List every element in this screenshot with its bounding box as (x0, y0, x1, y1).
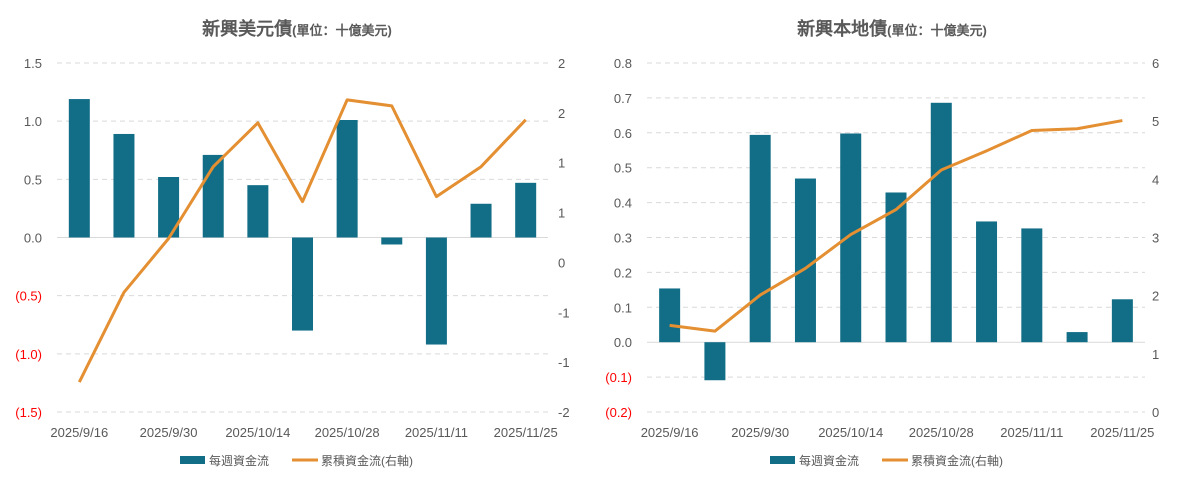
left-axis-tick-label: (1.0) (15, 347, 42, 362)
x-axis-tick-label: 2025/11/11 (405, 425, 468, 440)
bar-weekly-flow (930, 102, 952, 343)
bar-weekly-flow (292, 237, 313, 331)
right-axis-tick-label: 1 (1152, 347, 1159, 362)
bar-weekly-flow (336, 120, 358, 238)
bar-weekly-flow (1111, 299, 1133, 343)
right-axis-tick-label: -1 (558, 355, 570, 370)
bar-weekly-flow (158, 177, 180, 238)
x-axis-tick-label: 2025/10/28 (909, 425, 974, 440)
bar-weekly-flow (381, 237, 403, 245)
left-axis-tick-label: (0.2) (605, 405, 632, 420)
right-axis-tick-label: -2 (558, 405, 570, 420)
left-axis-tick-label: (0.1) (605, 370, 632, 385)
x-axis-tick-label: 2025/9/16 (50, 425, 108, 440)
x-axis-tick-label: 2025/10/14 (225, 425, 290, 440)
bar-weekly-flow (704, 342, 726, 381)
x-axis-tick-label: 2025/10/28 (315, 425, 380, 440)
left-axis-tick-label: 1.0 (24, 114, 42, 129)
bar-weekly-flow (425, 237, 447, 345)
em-usd-bond-chart: 新興美元債(單位：十億美元) 1.5 1.0 0.5 0.0 (0.5) (1.0) (1.5… (15, 18, 570, 468)
left-axis-tick-label: 0.0 (24, 231, 42, 246)
left-axis-tick-label: 0.5 (614, 161, 632, 176)
right-axis-tick-label: 2 (1152, 289, 1159, 304)
x-axis-tick-label: 2025/11/25 (494, 425, 558, 440)
right-axis-tick-label: 6 (1152, 56, 1159, 71)
bar-weekly-flow (470, 203, 492, 238)
bar-weekly-flow (68, 99, 90, 238)
chart-title-unit: (單位：十億美元) (887, 23, 987, 38)
x-axis-tick-label: 2025/9/30 (140, 425, 198, 440)
left-axis-tick-label: 0.8 (614, 56, 632, 71)
left-axis-tick-label: 0.6 (614, 126, 632, 141)
chart-title-main: 新興美元債 (202, 18, 292, 39)
chart-title-unit: (單位：十億美元) (292, 23, 392, 38)
right-axis-tick-label: 2 (558, 106, 565, 121)
left-axis-tick-label: 0.3 (614, 231, 632, 246)
chart-title: 新興美元債(單位：十億美元) (202, 18, 392, 39)
left-axis-tick-label: 0.7 (614, 91, 632, 106)
bar-weekly-flow (794, 178, 816, 343)
em-local-bond-chart: 新興本地債(單位：十億美元) 0.8 0.7 0.6 0.5 0.4 0.3 0.2 0.1 0.… (605, 18, 1159, 468)
left-axis-tick-label: (1.5) (15, 405, 42, 420)
right-axis-tick-label: 1 (558, 206, 565, 221)
left-axis-tick-label: 1.5 (24, 56, 42, 71)
bar-weekly-flow (749, 134, 771, 343)
left-axis-tick-label: 0.4 (614, 196, 632, 211)
chart-title: 新興本地債(單位：十億美元) (797, 18, 987, 39)
left-axis-tick-label: 0.0 (614, 335, 632, 350)
right-axis-tick-label: 2 (558, 56, 565, 71)
right-axis-tick-label: 3 (1152, 231, 1159, 246)
left-axis-tick-label: 0.2 (614, 265, 632, 280)
x-axis-tick-label: 2025/9/30 (731, 425, 789, 440)
left-axis-tick-label: 0.1 (614, 300, 632, 315)
bar-weekly-flow (976, 221, 998, 343)
bar-weekly-flow (515, 182, 537, 238)
left-axis-tick-label: 0.5 (24, 172, 42, 187)
bar-weekly-flow (885, 192, 907, 343)
right-axis-tick-label: 4 (1152, 172, 1159, 187)
bar-weekly-flow (1066, 332, 1088, 343)
bar-weekly-flow (113, 133, 135, 238)
legend-bar-label: 每週資金流 (799, 453, 859, 468)
legend-line-label: 累積資金流(右軸) (911, 453, 1003, 468)
x-axis-tick-label: 2025/11/25 (1090, 425, 1154, 440)
right-axis-tick-label: 5 (1152, 114, 1159, 129)
right-axis-tick-label: 1 (558, 156, 565, 171)
legend-line-label: 累積資金流(右軸) (321, 453, 413, 468)
x-axis-tick-label: 2025/10/14 (818, 425, 883, 440)
bar-weekly-flow (1021, 228, 1043, 343)
legend-bar-swatch (770, 456, 795, 464)
left-axis-tick-label: (0.5) (15, 289, 42, 304)
bar-weekly-flow (247, 185, 269, 238)
x-axis-tick-label: 2025/11/11 (1000, 425, 1063, 440)
right-axis-tick-label: 0 (1152, 405, 1159, 420)
legend-bar-label: 每週資金流 (209, 453, 269, 468)
right-axis-tick-label: 0 (558, 255, 565, 270)
x-axis-tick-label: 2025/9/16 (641, 425, 699, 440)
legend-bar-swatch (180, 456, 205, 464)
right-axis-tick-label: -1 (558, 305, 570, 320)
chart-title-main: 新興本地債 (797, 18, 887, 39)
bar-weekly-flow (840, 133, 862, 343)
bar-weekly-flow (659, 288, 681, 343)
